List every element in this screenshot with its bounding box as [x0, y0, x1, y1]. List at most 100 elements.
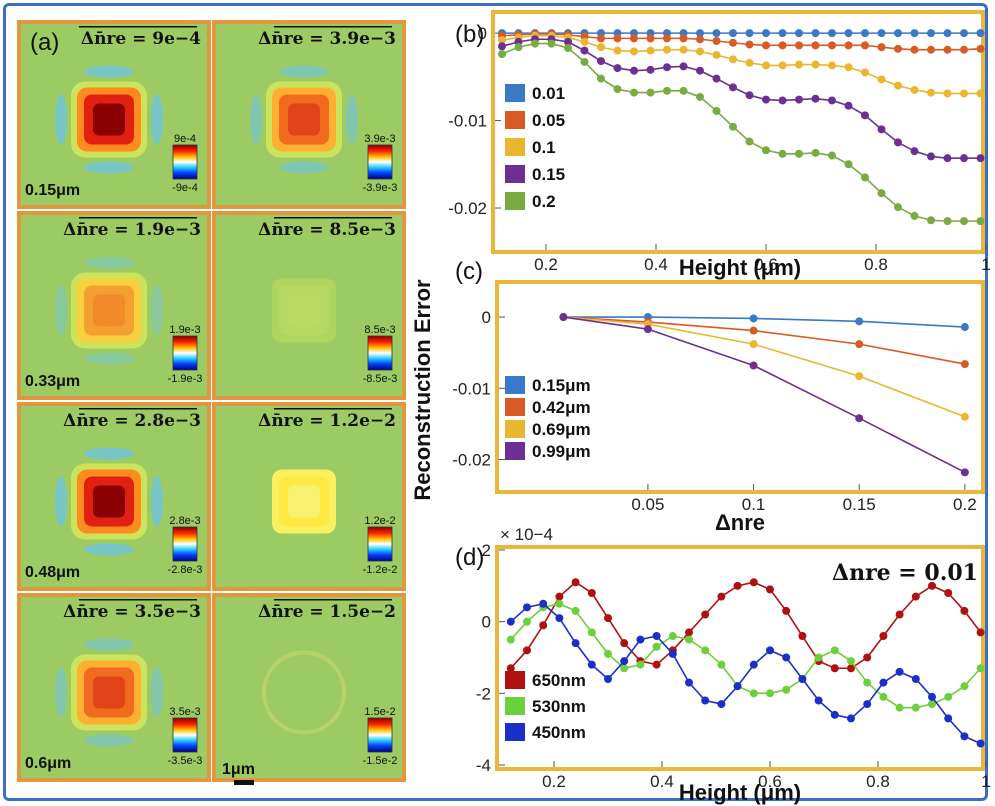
legend-label: 530nm	[532, 697, 586, 716]
data-point	[927, 216, 935, 225]
legend-swatch	[505, 420, 525, 438]
colorbar-max: 2.8e-3	[169, 515, 200, 527]
data-point	[894, 203, 902, 212]
lobe-bottom	[279, 161, 329, 174]
legend-label: 0.15	[532, 165, 565, 184]
data-point	[861, 29, 869, 38]
legend-swatch	[505, 398, 525, 416]
data-point	[679, 62, 688, 71]
x-tick-label: 0.6	[758, 772, 782, 791]
colorbar	[367, 144, 393, 180]
data-point	[539, 599, 548, 608]
data-point	[663, 34, 671, 43]
data-point	[911, 675, 920, 683]
colorbar-max: 3.9e-3	[364, 133, 395, 145]
colorbar	[172, 144, 198, 180]
data-point	[701, 696, 710, 705]
data-point	[555, 592, 564, 601]
lobe-top	[84, 638, 134, 651]
data-point	[597, 43, 605, 52]
data-point	[514, 43, 523, 52]
data-point	[729, 122, 737, 131]
spot-core	[93, 103, 125, 136]
panel-letter: (b)	[455, 21, 484, 48]
data-point	[814, 653, 823, 662]
data-point	[863, 700, 872, 709]
data-point	[855, 414, 864, 423]
data-point	[571, 578, 580, 587]
data-point	[782, 606, 791, 615]
data-point	[910, 29, 919, 38]
y-tick-label: 0	[478, 24, 487, 43]
data-point	[547, 39, 556, 48]
scale-bar	[234, 780, 254, 785]
data-point	[960, 89, 968, 98]
data-point	[523, 646, 531, 655]
colorbar-min: -3.9e-3	[363, 182, 398, 194]
spot-core	[93, 676, 125, 709]
data-point	[685, 678, 693, 687]
data-point	[749, 361, 758, 370]
data-point	[910, 147, 919, 156]
tile-height-label: 0.48μm	[25, 564, 80, 581]
data-point	[877, 29, 886, 38]
data-point	[811, 148, 820, 157]
colorbar-max: 8.5e-3	[364, 324, 395, 336]
data-point	[960, 682, 969, 691]
colorbar	[367, 335, 393, 371]
tile-3: Δn̄re = 1.9e−3 1.9e-3 -1.9e-3 0.33μm	[17, 211, 211, 400]
data-point	[498, 50, 506, 59]
data-point	[855, 317, 864, 326]
colorbar-min: -1.9e-3	[168, 373, 203, 385]
data-point	[960, 606, 969, 615]
tile-formula: Δn̄re = 2.8e−3	[63, 411, 201, 431]
x-tick-label: 0.8	[864, 255, 888, 274]
tile-8: Δn̄re = 1.5e−2 1.5e-2 -1.5e-2	[212, 593, 406, 782]
legend-swatch	[505, 84, 525, 102]
panel-a-letter: (a)	[30, 29, 59, 56]
x-axis-label: Height (μm)	[679, 255, 801, 280]
y-axis-label: Reconstruction Error	[410, 279, 435, 501]
data-point	[960, 732, 969, 741]
panel-b: 0.2 0.4 0.6 0.8 1 0 -0.01 -0.02 0.01 0.05 0.1 0.15 0…	[448, 10, 991, 280]
data-point	[646, 34, 655, 43]
data-point	[663, 86, 671, 95]
data-point	[830, 664, 839, 673]
legend-swatch	[505, 111, 525, 129]
data-point	[894, 81, 902, 90]
x-tick-label: 1	[981, 772, 990, 791]
legend-label: 0.42μm	[532, 398, 591, 417]
data-point	[729, 29, 737, 38]
spot-core	[288, 294, 320, 327]
tile-6: Δn̄re = 1.2e−2 1.2e-2 -1.2e-2	[212, 402, 406, 591]
data-point	[506, 664, 515, 673]
legend-swatch	[505, 442, 525, 460]
lobe-bottom	[84, 543, 134, 556]
scale-bar-label: 1μm	[222, 761, 255, 778]
x-tick-label: 0.2	[542, 772, 566, 791]
data-point	[811, 41, 820, 50]
data-point	[712, 106, 721, 115]
data-point	[539, 621, 548, 630]
data-point	[745, 137, 754, 146]
tile-height-label: 0.6μm	[25, 755, 71, 772]
data-point	[762, 61, 770, 70]
data-point	[798, 632, 807, 640]
legend-swatch	[505, 671, 525, 689]
legend-label: 0.2	[532, 192, 556, 211]
data-point	[630, 88, 638, 97]
data-point	[701, 646, 710, 655]
data-point	[976, 154, 985, 163]
data-point	[944, 692, 953, 701]
lobe-bottom	[84, 734, 134, 747]
colorbar-max: 1.9e-3	[169, 324, 200, 336]
colorbar-max: 1.5e-2	[364, 706, 395, 718]
data-point	[620, 657, 629, 666]
data-point	[696, 47, 704, 56]
data-point	[895, 610, 904, 619]
data-point	[613, 85, 622, 94]
data-point	[976, 739, 985, 748]
data-point	[847, 714, 855, 723]
